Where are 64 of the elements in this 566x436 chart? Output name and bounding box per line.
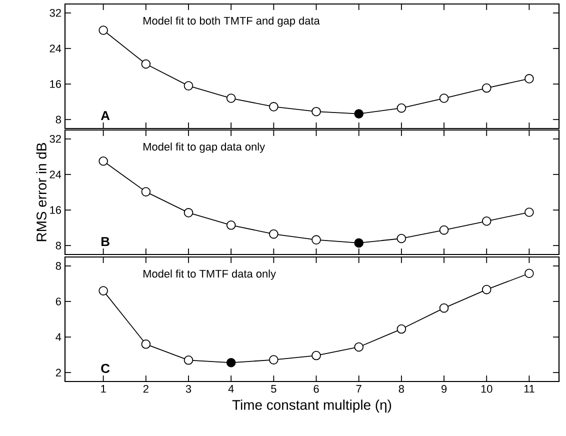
y-tick-label: 32 [50, 135, 61, 143]
point [482, 284, 492, 294]
y-tick-label: 32 [50, 9, 61, 17]
point [354, 238, 364, 248]
point [482, 216, 492, 226]
x-tick-label: 7 [356, 385, 362, 393]
point [269, 355, 278, 364]
annotation: B [101, 237, 110, 246]
point [482, 83, 492, 93]
point [396, 103, 406, 113]
y-tick-label: 24 [50, 170, 62, 178]
point [98, 286, 108, 296]
point [98, 26, 108, 35]
x-tick-label: 6 [314, 385, 319, 393]
x-tick-label: 1 [101, 385, 106, 393]
y-tick-label: 24 [50, 44, 62, 52]
point [226, 94, 236, 103]
x-tick-label: 3 [186, 385, 192, 393]
y-tick-label: 2 [56, 368, 61, 376]
text: Model fit to gap data only [144, 142, 266, 153]
annotation: C [101, 364, 110, 373]
text: Model fit to both TMTF and gap data [144, 16, 320, 27]
point [439, 303, 449, 313]
text: Model fit to TMTF data only [144, 270, 276, 280]
point [312, 235, 321, 244]
point [524, 74, 534, 84]
point [184, 208, 194, 218]
x-tick-label: 5 [271, 385, 276, 393]
point [269, 102, 278, 112]
y-tick-label: 4 [56, 333, 62, 341]
point [226, 358, 236, 368]
y-tick-label: 6 [56, 298, 61, 306]
point [524, 268, 534, 278]
point [141, 187, 151, 196]
x-tick-label: 9 [441, 385, 447, 393]
point [184, 356, 194, 365]
x-tick-label: 10 [481, 385, 492, 393]
annotation: A [100, 111, 110, 120]
y-tick-label: 8 [56, 116, 61, 124]
point [141, 59, 151, 69]
point [354, 342, 364, 352]
point [396, 324, 406, 334]
y-tick-label: 8 [56, 262, 61, 270]
point [98, 156, 108, 166]
point [524, 208, 534, 217]
point [141, 340, 151, 349]
point [184, 81, 194, 90]
y-tick-label: 16 [50, 206, 61, 214]
y-tick-label: 16 [50, 80, 61, 88]
y-axis-title: RMS error in dB [36, 143, 46, 242]
point [439, 225, 449, 235]
x-tick-label: 8 [398, 385, 404, 393]
y-tick-label: 8 [56, 242, 61, 250]
point [269, 229, 278, 239]
x-tick-label: 2 [143, 385, 148, 393]
point [439, 94, 449, 103]
x-axis-title: Time constant multiple (η) [232, 400, 392, 413]
x-tick-label: 4 [228, 385, 234, 393]
point [396, 234, 406, 244]
x-tick-label: 11 [524, 385, 534, 393]
point [226, 220, 236, 230]
point [312, 350, 321, 360]
point [312, 106, 321, 116]
point [354, 109, 364, 118]
